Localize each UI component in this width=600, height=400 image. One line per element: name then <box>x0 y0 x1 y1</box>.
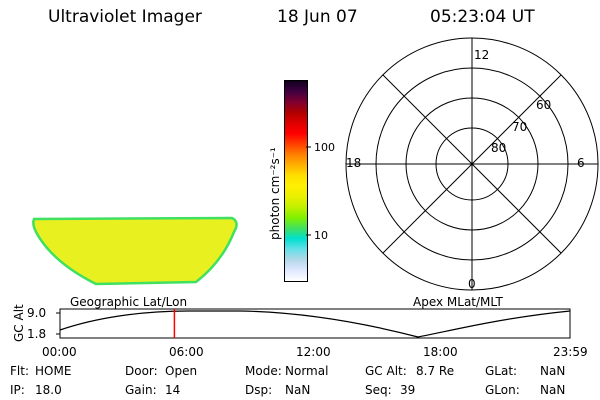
polar-label-18: 18 <box>346 156 362 170</box>
polar-label-0: 0 <box>468 277 476 291</box>
alt-ytick-9: 9.0 <box>27 306 47 320</box>
seq-label: Seq: <box>365 383 392 397</box>
alt-xtick-1800: 18:00 <box>423 345 458 359</box>
colorbar <box>284 80 308 282</box>
polar-label-6: 6 <box>577 156 585 170</box>
gain-value: 14 <box>165 383 181 397</box>
alt-xtick-0600: 06:00 <box>169 345 204 359</box>
alt-xtick-2359: 23:59 <box>553 345 588 359</box>
glon-value: NaN <box>540 383 566 397</box>
auroral-image <box>32 216 238 286</box>
time-label: 05:23:04 UT <box>430 7 535 27</box>
ip-label: IP: <box>10 383 25 397</box>
flt-value: HOME <box>35 364 72 378</box>
apex-caption: Apex MLat/MLT <box>413 295 503 309</box>
dsp-label: Dsp: <box>245 383 273 397</box>
polar-label-12: 12 <box>474 48 490 62</box>
door-value: Open <box>165 364 198 378</box>
seq-value: 39 <box>400 383 416 397</box>
polar-ring-label-60: 60 <box>536 98 552 112</box>
colorbar-tick-100: 100 <box>314 141 335 154</box>
dsp-value: NaN <box>285 383 311 397</box>
altitude-curve <box>59 310 571 338</box>
colorbar-tick-10: 10 <box>314 229 328 242</box>
gcalt-label: GC Alt: <box>365 364 407 378</box>
polar-ring-label-70: 70 <box>512 120 528 134</box>
glat-value: NaN <box>540 364 566 378</box>
mode-label: Mode: <box>245 364 282 378</box>
alt-ytick-1-8: 1.8 <box>27 327 47 341</box>
gain-label: Gain: <box>125 383 157 397</box>
polar-axis <box>382 74 562 254</box>
app-title: Ultraviolet Imager <box>48 7 202 27</box>
alt-xtick-1200: 12:00 <box>296 345 331 359</box>
flt-label: Flt: <box>10 364 29 378</box>
gcalt-value: 8.7 Re <box>416 364 455 378</box>
ip-value: 18.0 <box>35 383 62 397</box>
alt-xtick-0000: 00:00 <box>42 345 77 359</box>
alt-ylabel: GC Alt <box>12 304 26 342</box>
geo-caption: Geographic Lat/Lon <box>70 295 188 309</box>
glat-label: GLat: <box>485 364 518 378</box>
polar-ring-label-80: 80 <box>491 141 507 155</box>
mode-value: Normal <box>285 364 329 378</box>
glon-label: GLon: <box>485 383 520 397</box>
date-label: 18 Jun 07 <box>277 7 358 27</box>
alt-plot-frame <box>59 308 571 339</box>
door-label: Door: <box>125 364 158 378</box>
